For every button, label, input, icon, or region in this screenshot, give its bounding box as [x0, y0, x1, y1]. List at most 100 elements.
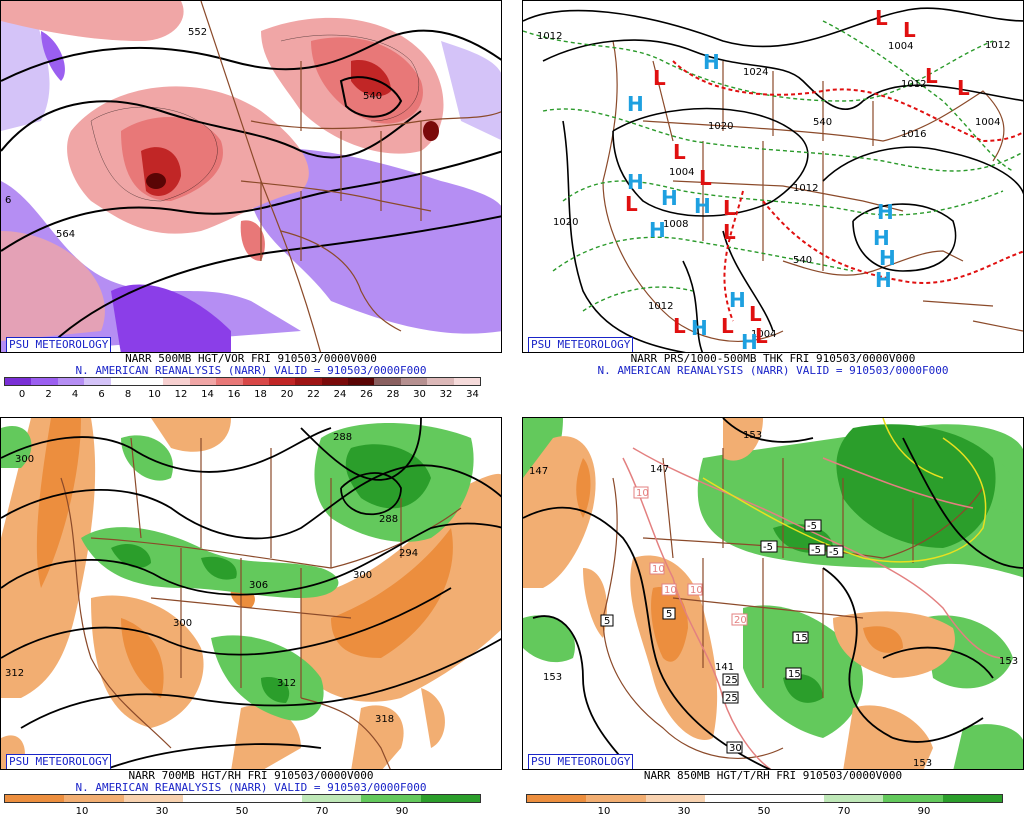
low-pressure-marker: L — [699, 166, 712, 190]
high-pressure-marker: H — [661, 186, 678, 210]
colorbar-segment — [5, 795, 65, 802]
colorbar-tick-label: 28 — [386, 389, 400, 400]
map-700mb-relative-humidity: 300 288 288 294 306 300 300 312 312 318 … — [0, 417, 502, 770]
isobar-label: 1020 — [708, 121, 733, 132]
vorticity-colorbar-ticks: 0 2 4 6 8 10 12 14 16 18 20 22 24 26 28 30 32 34 — [4, 389, 481, 401]
colorbar-segment — [123, 795, 184, 802]
svg-text:-5: -5 — [763, 542, 773, 553]
colorbar-tick-label: 14 — [201, 389, 214, 400]
colorbar-tick-label: 30 — [155, 806, 169, 817]
panel-500mb-vorticity: 552 540 564 6 PSU METEOROLOGY NARR 500MB… — [0, 0, 502, 402]
colorbar-segment — [136, 378, 164, 385]
colorbar-segment — [420, 795, 480, 802]
colorbar-tick-label: 18 — [254, 389, 267, 400]
panel-850mb-temperature: 10 10 10 10 5 5 -5 -5 -5 -5 20 15 15 25 … — [522, 417, 1024, 819]
colorbar-tick-label: 30 — [677, 806, 691, 817]
high-pressure-marker: H — [627, 92, 644, 116]
colorbar-segment — [427, 378, 454, 385]
colorbar-segment — [189, 378, 217, 385]
temp-label-box: 30 — [726, 741, 743, 754]
low-pressure-marker: L — [673, 140, 686, 164]
isobar-label: 1020 — [553, 217, 578, 228]
low-pressure-marker: L — [723, 196, 736, 220]
svg-text:-5: -5 — [829, 547, 839, 558]
low-pressure-marker: L — [903, 18, 916, 42]
contour-label: 540 — [363, 91, 382, 102]
isobar-label: 1004 — [751, 329, 776, 340]
map-title: NARR 500MB HGT/VOR FRI 910503/0000V000 — [125, 352, 377, 365]
low-pressure-marker: L — [925, 64, 938, 88]
contour-label: 6 — [5, 195, 11, 206]
humidity-colorbar — [526, 794, 1003, 803]
high-pressure-marker: H — [879, 246, 896, 270]
colorbar-tick-label: 8 — [124, 389, 132, 400]
colorbar-segment — [374, 378, 401, 385]
map-500mb-vorticity: 552 540 564 6 PSU METEOROLOGY — [0, 0, 502, 353]
colorbar-tick-label: 34 — [466, 389, 479, 400]
colorbar-tick-label: 0 — [18, 389, 26, 400]
isobar-label: 1012 — [648, 301, 673, 312]
low-pressure-marker: L — [749, 302, 762, 326]
colorbar-segment — [586, 795, 646, 802]
colorbar-tick-label: 90 — [395, 806, 409, 817]
svg-text:5: 5 — [604, 616, 610, 627]
temp-label-box: -5 — [826, 545, 844, 558]
colorbar-tick-label: 70 — [837, 806, 851, 817]
temp-label-box: 25 — [722, 673, 739, 686]
colorbar-tick-label: 90 — [917, 806, 931, 817]
svg-text:25: 25 — [725, 675, 738, 686]
contour-label: 141 — [715, 662, 734, 673]
temp-label-box: -5 — [808, 543, 826, 556]
psu-meteorology-logo: PSU METEOROLOGY — [6, 337, 112, 352]
low-pressure-marker: L — [723, 220, 736, 244]
map-title: NARR 700MB HGT/RH FRI 910503/0000V000 — [128, 769, 374, 782]
map-title: NARR 850MB HGT/T/RH FRI 910503/0000V000 — [643, 769, 903, 782]
contour-label: 288 — [333, 432, 352, 443]
colorbar-segment — [84, 378, 111, 385]
psu-meteorology-logo: PSU METEOROLOGY — [528, 754, 634, 769]
colorbar-tick-label: 70 — [315, 806, 329, 817]
high-pressure-marker: H — [703, 50, 720, 74]
svg-text:-5: -5 — [811, 545, 821, 556]
low-pressure-marker: L — [721, 314, 734, 338]
colorbar-segment — [527, 795, 587, 802]
colorbar-tick-label: 12 — [174, 389, 188, 400]
temp-label-box: -5 — [804, 519, 822, 532]
colorbar-segment — [883, 795, 943, 802]
low-pressure-marker: L — [875, 6, 888, 30]
colorbar-segment — [64, 795, 124, 802]
contour-label: 294 — [399, 548, 418, 559]
contour-label: 153 — [999, 656, 1018, 667]
low-pressure-marker: L — [653, 66, 666, 90]
colorbar-segment — [453, 378, 481, 385]
contour-label: 318 — [375, 714, 394, 725]
colorbar-segment — [31, 378, 58, 385]
colorbar-segment — [183, 795, 243, 802]
vorticity-colorbar — [4, 377, 481, 386]
colorbar-tick-label: 24 — [333, 389, 347, 400]
high-pressure-marker: H — [627, 170, 644, 194]
contour-label: 153 — [543, 672, 562, 683]
temp-label-box: 10 — [633, 486, 649, 499]
temp-label-box: 5 — [662, 607, 676, 620]
colorbar-tick-label: 22 — [307, 389, 320, 400]
contour-label: 288 — [379, 514, 398, 525]
svg-text:10: 10 — [664, 585, 677, 596]
low-pressure-marker: L — [957, 76, 970, 100]
panel-sea-level-pressure: 1012 1004 1012 1024 1020 1004 1016 1008 … — [522, 0, 1024, 402]
map-subtitle: N. AMERICAN REANALYSIS (NARR) VALID = 91… — [75, 781, 427, 794]
thickness-label: 540 — [813, 117, 832, 128]
colorbar-segment — [823, 795, 884, 802]
colorbar-tick-label: 16 — [227, 389, 241, 400]
high-pressure-marker: H — [873, 226, 890, 250]
isobar-label: 1004 — [888, 41, 913, 52]
colorbar-tick-label: 2 — [45, 389, 52, 400]
high-pressure-marker: H — [877, 200, 894, 224]
temp-label-box: 10 — [649, 562, 665, 575]
svg-text:-5: -5 — [807, 521, 817, 532]
colorbar-tick-label: 26 — [360, 389, 373, 400]
colorbar-segment — [242, 795, 302, 802]
contour-label: 300 — [15, 454, 34, 465]
colorbar-tick-label: 10 — [148, 389, 161, 400]
svg-text:20: 20 — [734, 615, 747, 626]
